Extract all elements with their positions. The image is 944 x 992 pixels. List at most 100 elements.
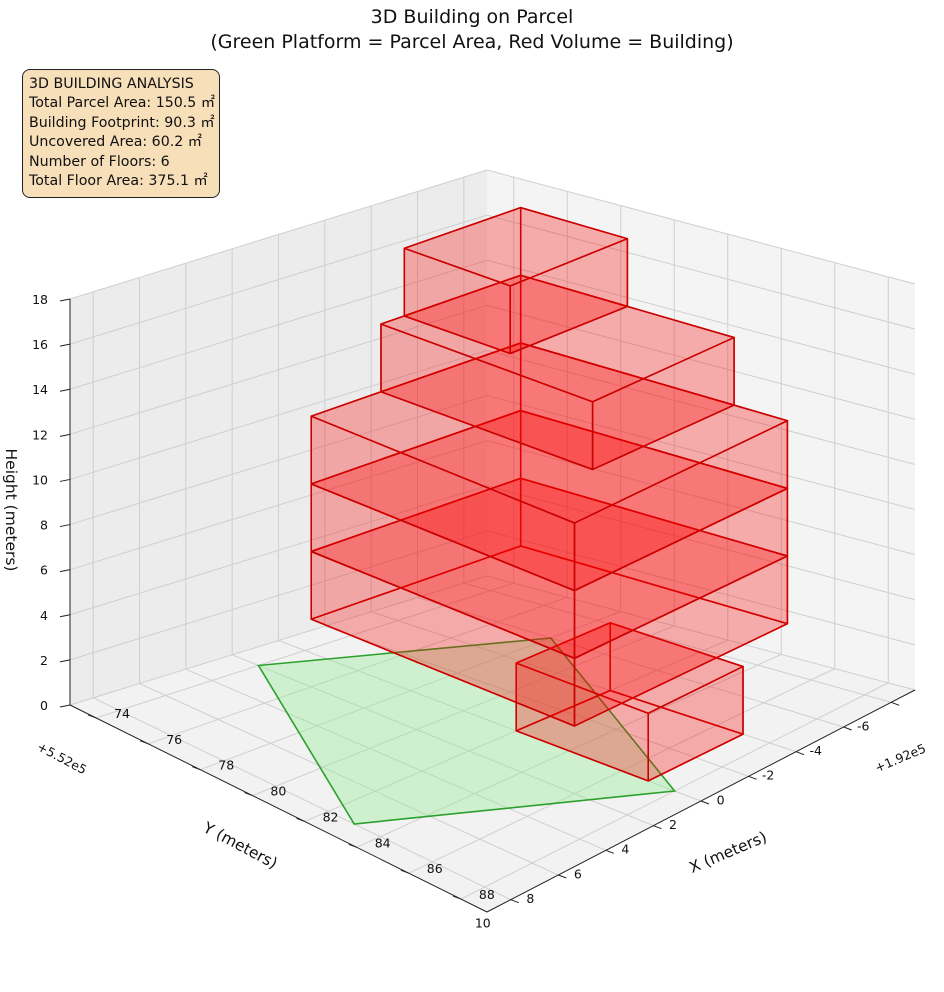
grid-y-floor [185,668,607,851]
z-tick-label: 2 [40,653,48,668]
grid-z-right [486,575,916,691]
y-tick [653,825,662,830]
x-tick-label: 86 [427,861,443,876]
y-tick-label: -4 [809,743,822,758]
y-tick-label: -2 [762,768,774,783]
y-tick [605,849,615,854]
grid-z-left [69,485,488,616]
y-tick-label: 0 [717,792,725,807]
grid-y-floor [139,683,559,876]
grid-z-left [69,259,488,390]
z-tick-label: 18 [32,292,48,307]
x-tick [452,895,462,900]
x-tick [140,740,149,745]
y-tick [748,775,757,780]
x-offset-label: +1.92e5 [872,740,928,775]
building-layer [310,206,789,782]
annotation-line-footprint: Building Footprint: 90.3 ㎡ [29,114,215,131]
z-tick-label: 6 [40,563,48,578]
z-tick [59,478,71,482]
z-tick-label: 10 [32,472,48,487]
grid-y-floor [92,697,511,901]
annotation-heading: 3D BUILDING ANALYSIS [29,76,194,92]
y-tick-label: 6 [574,866,582,881]
grid-z-left [69,530,488,661]
z-tick-label: 8 [40,518,48,533]
z-axis-label: Height (meters) [2,449,20,572]
grid-y-floor [231,654,654,827]
grid-z-left [69,575,488,706]
grid-z-right [486,169,916,285]
y-tick-label: 4 [621,842,629,857]
grid-z-left [69,304,488,435]
grid-z-left [69,214,488,345]
building-floor-2 [310,477,789,727]
x-tick [296,817,305,822]
z-tick-label: 14 [32,382,48,397]
y-tick [700,800,710,805]
grid-z-right [486,395,916,511]
grid-y-floor [463,582,892,703]
right-wall-pane [487,170,915,690]
chart-subtitle: (Green Platform = Parcel Area, Red Volum… [210,31,734,53]
chart-title: 3D Building on Parcel [370,6,574,28]
building-floor-4 [310,342,789,592]
building-floor-6 [403,206,629,355]
x-tick [244,792,253,797]
tick-labels: 74 76 78 80 82 84 86 88 -6 -4 -2 0 2 4 6 8 10 0 2 4 6 8 10 12 14… [32,292,900,931]
z-tick [59,704,71,708]
x-tick-label: 84 [375,835,391,850]
x-tick-label: 82 [323,809,339,824]
analysis-annotation-box: 3D BUILDING ANALYSIS Total Parcel Area: … [22,69,220,199]
grid-z-right [486,440,916,556]
y-tick-label: 10 [475,916,491,931]
annotation-line-floor-area: Total Floor Area: 375.1 ㎡ [29,173,208,190]
x-tick-label: 74 [114,706,130,721]
y-tick [891,701,900,706]
y-tick-label: 8 [526,891,534,906]
y-tick [510,899,519,904]
x-tick-label: 88 [479,887,495,902]
y-axis-line [69,704,488,913]
building-floor-1 [515,622,744,782]
x-tick-label: 78 [218,758,234,773]
grid-lines [69,169,916,901]
z-tick [59,569,71,573]
grid-z-left [69,349,488,480]
z-tick [59,298,71,302]
floor-pane [70,576,915,912]
z-tick-label: 12 [32,427,48,442]
z-tick [59,343,71,347]
annotation-line-parcel-area: Total Parcel Area: 150.5 ㎡ [29,95,216,112]
z-tick-label: 0 [40,698,48,713]
z-tick-label: 16 [32,337,48,352]
x-tick [400,869,409,874]
y-tick [795,751,805,756]
grid-y-floor [324,625,749,777]
z-tick-label: 4 [40,608,48,623]
grid-z-right [486,214,916,330]
grid-z-right [486,304,916,420]
x-tick [87,714,97,719]
grid-z-right [486,259,916,375]
x-tick-label: 76 [166,732,182,747]
floor-face [515,622,744,715]
annotation-line-uncovered: Uncovered Area: 60.2 ㎡ [29,134,202,151]
grid-z-right [486,530,916,646]
y-tick [558,874,567,879]
z-tick [59,388,71,392]
grid-y-floor [417,597,844,728]
grid-z-left [69,169,488,300]
z-tick [59,433,71,437]
z-tick [59,659,71,663]
x-tick [348,843,357,848]
annotation-line-floors: Number of Floors: 6 [29,153,170,170]
z-tick [59,614,71,618]
grid-z-left [69,440,488,571]
y-tick [843,726,852,731]
y-tick-label: 2 [669,817,677,832]
y-tick-label: -6 [857,718,870,733]
z-tick [59,524,71,528]
